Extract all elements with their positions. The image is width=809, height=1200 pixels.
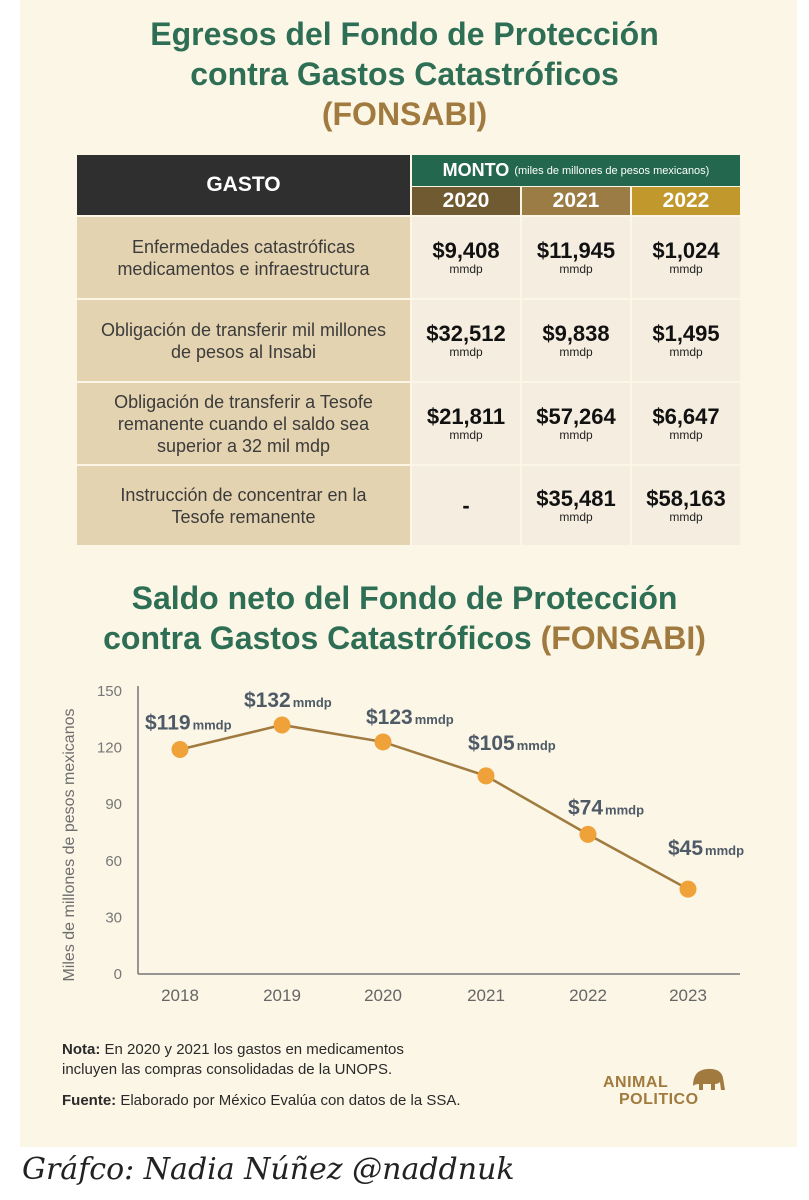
table-cell: $1,024 mmdp	[632, 217, 740, 298]
data-label: $132 mmdp	[244, 689, 332, 712]
table-cell: $57,264 mmdp	[522, 383, 630, 464]
line-chart: 0 30 60 90 120 150 2018 2019 2020 2021 2022 2023 $11…	[97, 683, 744, 1005]
cell-value: $6,647	[652, 404, 720, 429]
table-row-label: Obligación de transferir a Tesofe remane…	[77, 383, 410, 464]
cell-unit: mmdp	[669, 428, 703, 442]
monto-units: (miles de millones de pesos mexicanos)	[514, 164, 710, 177]
cell-value: $32,512	[426, 321, 506, 346]
cell-value: $21,811	[426, 404, 506, 429]
table-row-label: Enfermedades catastróficas medicamentos …	[77, 217, 410, 298]
cell-value: $9,838	[542, 321, 610, 346]
logo-line2: POLITICO	[619, 1091, 699, 1108]
cell-unit: mmdp	[669, 345, 703, 359]
data-point	[374, 733, 392, 751]
y-tick-label: 90	[105, 796, 122, 813]
note-line2: incluyen las compras consolidadas de la …	[62, 1061, 393, 1078]
cell-unit: mmdp	[669, 510, 703, 524]
cell-value: $1,495	[652, 321, 720, 346]
expenses-table: GASTO MONTO (miles de millones de pesos …	[77, 155, 740, 545]
cell-value: $1,024	[652, 238, 720, 263]
logo-line1: ANIMAL	[603, 1074, 669, 1091]
elephant-icon	[693, 1068, 725, 1090]
header-year-2021: 2021	[522, 187, 630, 215]
cell-value: $9,408	[432, 238, 500, 263]
data-label: $123 mmdp	[366, 706, 454, 729]
x-tick-label: 2019	[263, 986, 301, 1005]
cell-unit: mmdp	[559, 262, 593, 276]
table-cell: $58,163 mmdp	[632, 466, 740, 545]
title2-line2-accent: (FONSABI)	[540, 620, 706, 656]
source-text: Elaborado por México Evalúa con datos de…	[120, 1092, 461, 1109]
cell-value: $57,264	[536, 404, 616, 429]
header-year-2020: 2020	[412, 187, 520, 215]
data-label: $119 mmdp	[145, 711, 232, 734]
table-cell: $11,945 mmdp	[522, 217, 630, 298]
title2-line2-main: contra Gastos Catastróficos	[103, 620, 532, 656]
x-tick-label: 2020	[364, 986, 402, 1005]
cell-unit: mmdp	[449, 428, 483, 442]
y-tick-label: 120	[97, 740, 122, 757]
table-cell: $21,811 mmdp	[412, 383, 520, 464]
note-line1: Nota: En 2020 y 2021 los gastos en medic…	[62, 1040, 404, 1060]
graphic-credit: Gráfco: Nadia Núñez @naddnuk	[22, 1152, 515, 1187]
y-tick-label: 30	[105, 909, 122, 926]
cell-unit: mmdp	[559, 428, 593, 442]
cell-unit: mmdp	[559, 510, 593, 524]
x-tick-label: 2021	[467, 986, 505, 1005]
source-line: Fuente: Elaborado por México Evalúa con …	[62, 1091, 461, 1111]
series-line	[179, 723, 689, 891]
data-point	[273, 716, 291, 734]
data-point	[679, 880, 697, 898]
cell-unit: mmdp	[559, 345, 593, 359]
data-label: $45 mmdp	[668, 837, 744, 860]
data-point	[171, 740, 189, 758]
title2-line1: Saldo neto del Fondo de Protección	[131, 580, 678, 616]
data-label: $105 mmdp	[468, 732, 556, 755]
header-year-2022: 2022	[632, 187, 740, 215]
table-cell: $6,647 mmdp	[632, 383, 740, 464]
y-tick-label: 0	[114, 966, 122, 983]
cell-unit: mmdp	[669, 262, 703, 276]
table-cell: $9,838 mmdp	[522, 300, 630, 381]
note-label: Nota:	[62, 1041, 101, 1058]
y-tick-label: 60	[105, 853, 122, 870]
table-cell: $1,495 mmdp	[632, 300, 740, 381]
table-cell: $35,481 mmdp	[522, 466, 630, 545]
y-tick-label: 150	[97, 683, 122, 700]
source-label: Fuente:	[62, 1092, 117, 1109]
data-label: $74 mmdp	[568, 796, 644, 819]
x-tick-label: 2023	[669, 986, 707, 1005]
table-row-label: Obligación de transferir mil millones de…	[77, 300, 410, 381]
title1-line1: Egresos del Fondo de Protección	[150, 16, 659, 52]
cell-value: $35,481	[536, 486, 616, 511]
title1-line3: (FONSABI)	[321, 96, 488, 132]
cell-value: -	[462, 492, 470, 518]
header-monto: MONTO (miles de millones de pesos mexica…	[412, 155, 740, 186]
monto-label: MONTO	[442, 160, 510, 180]
table-cell: -	[412, 466, 520, 545]
table-cell: $9,408 mmdp	[412, 217, 520, 298]
data-point	[477, 767, 495, 785]
title2-line2: contra Gastos Catastróficos (FONSABI)	[0, 618, 809, 658]
cell-value: $58,163	[646, 486, 726, 511]
x-tick-label: 2022	[569, 986, 607, 1005]
x-tick-label: 2018	[161, 986, 199, 1005]
cell-unit: mmdp	[449, 345, 483, 359]
table-row-label: Instrucción de concentrar en la Tesofe r…	[77, 466, 410, 545]
header-gasto: GASTO	[77, 155, 410, 215]
animal-politico-logo: ANIMAL POLITICO	[603, 1064, 728, 1109]
cell-value: $11,945	[536, 238, 616, 263]
data-point	[579, 825, 597, 843]
title1-line2: contra Gastos Catastróficos	[190, 56, 619, 92]
cell-unit: mmdp	[449, 262, 483, 276]
table-cell: $32,512 mmdp	[412, 300, 520, 381]
note-text1: En 2020 y 2021 los gastos en medicamento…	[104, 1041, 404, 1058]
